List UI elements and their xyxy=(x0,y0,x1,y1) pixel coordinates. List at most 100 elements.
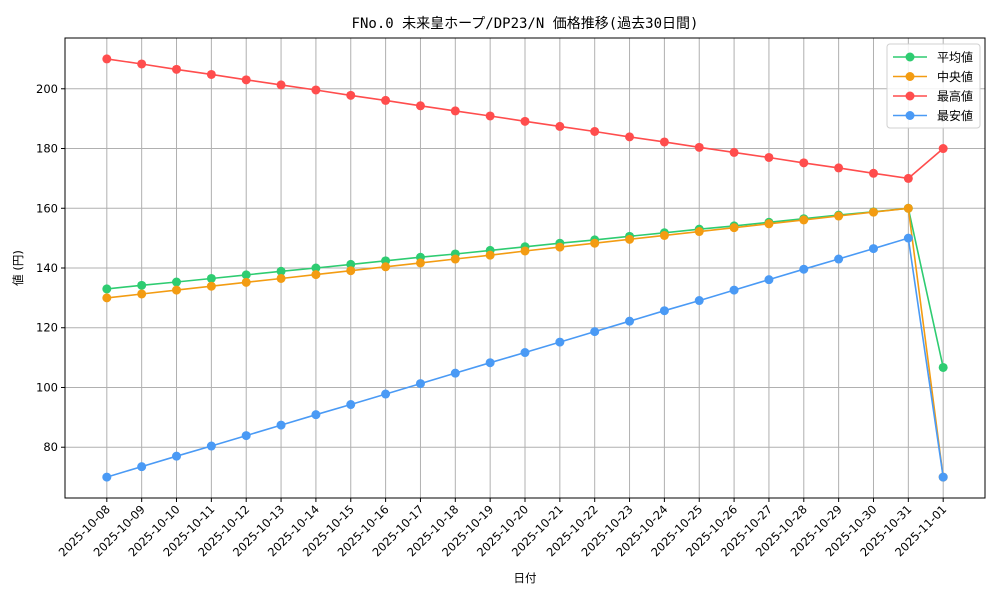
series-2 xyxy=(102,54,948,183)
data-point-marker xyxy=(485,111,495,121)
y-tick-label: 80 xyxy=(43,440,58,454)
data-point-marker xyxy=(520,246,530,256)
data-point-marker xyxy=(381,95,391,105)
data-point-marker xyxy=(276,273,286,283)
data-point-marker xyxy=(311,410,321,420)
data-point-marker xyxy=(241,270,251,280)
y-axis-ticks: 80 100 120 140 160 180 200 xyxy=(36,82,65,454)
data-point-marker xyxy=(102,284,112,294)
data-point-marker xyxy=(415,258,425,268)
data-point-marker xyxy=(659,137,669,147)
data-point-marker xyxy=(729,285,739,295)
data-point-marker xyxy=(764,219,774,229)
legend-marker xyxy=(905,91,915,101)
data-point-marker xyxy=(485,358,495,368)
data-point-marker xyxy=(903,173,913,183)
data-point-marker xyxy=(102,472,112,482)
legend-item: 最安値 xyxy=(893,108,973,123)
data-point-marker xyxy=(485,250,495,260)
series-1 xyxy=(102,203,948,482)
data-point-marker xyxy=(346,259,356,269)
data-point-marker xyxy=(102,293,112,303)
data-point-marker xyxy=(172,277,182,287)
data-point-marker xyxy=(729,223,739,233)
data-point-marker xyxy=(938,144,948,154)
data-point-marker xyxy=(137,289,147,299)
legend-marker xyxy=(905,111,915,120)
data-point-marker xyxy=(590,327,600,337)
data-point-marker xyxy=(381,389,391,399)
y-tick-label: 160 xyxy=(36,201,58,215)
y-tick-label: 120 xyxy=(36,321,58,335)
data-point-marker xyxy=(137,280,147,290)
data-point-marker xyxy=(555,337,565,347)
legend-box xyxy=(886,43,981,129)
data-point-marker xyxy=(729,147,739,157)
data-point-marker xyxy=(520,116,530,126)
data-point-marker xyxy=(799,158,809,168)
data-point-marker xyxy=(764,152,774,162)
data-point-marker xyxy=(241,277,251,287)
data-point-marker xyxy=(206,441,216,451)
data-point-marker xyxy=(938,472,948,482)
data-point-marker xyxy=(903,203,913,213)
data-point-marker xyxy=(450,368,460,378)
data-point-marker xyxy=(346,400,356,410)
data-point-marker xyxy=(555,242,565,252)
legend-item: 最高値 xyxy=(893,89,973,104)
data-point-marker xyxy=(625,234,635,244)
data-point-marker xyxy=(172,64,182,74)
data-point-marker xyxy=(311,270,321,280)
legend-item: 平均値 xyxy=(893,50,973,65)
y-tick-label: 200 xyxy=(36,82,58,96)
data-point-marker xyxy=(450,106,460,116)
y-tick-label: 140 xyxy=(36,261,58,275)
legend-marker xyxy=(905,72,915,81)
data-point-marker xyxy=(137,462,147,472)
y-tick-label: 100 xyxy=(36,380,58,394)
data-point-marker xyxy=(625,316,635,326)
data-point-marker xyxy=(799,264,809,274)
data-point-marker xyxy=(137,59,147,69)
data-point-marker xyxy=(206,273,216,283)
data-point-marker xyxy=(659,306,669,316)
data-point-marker xyxy=(938,362,948,372)
legend-label: 中央値 xyxy=(937,69,973,84)
data-point-marker xyxy=(799,215,809,225)
data-point-marker xyxy=(311,85,321,95)
data-point-marker xyxy=(381,262,391,272)
data-point-marker xyxy=(694,142,704,152)
data-series xyxy=(102,54,948,482)
data-point-marker xyxy=(172,451,182,461)
data-point-marker xyxy=(241,431,251,441)
legend-label: 最安値 xyxy=(937,108,973,123)
legend-marker xyxy=(905,52,915,62)
data-point-marker xyxy=(555,121,565,131)
x-axis-label: 日付 xyxy=(514,571,537,585)
data-point-marker xyxy=(694,296,704,306)
legend-label: 最高値 xyxy=(937,89,973,104)
data-point-marker xyxy=(102,54,112,64)
data-point-marker xyxy=(590,126,600,136)
data-point-marker xyxy=(834,211,844,221)
data-point-marker xyxy=(590,238,600,248)
data-point-marker xyxy=(206,281,216,291)
data-point-marker xyxy=(520,348,530,358)
data-point-marker xyxy=(311,263,321,273)
data-point-marker xyxy=(172,285,182,295)
data-point-marker xyxy=(415,101,425,111)
data-point-marker xyxy=(764,275,774,285)
y-tick-label: 180 xyxy=(36,142,58,156)
data-point-marker xyxy=(834,254,844,264)
data-point-marker xyxy=(868,244,878,254)
data-point-marker xyxy=(659,230,669,240)
chart-title: FNo.0 未来皇ホープ/DP23/N 価格推移(過去30日間) xyxy=(352,16,699,32)
data-point-marker xyxy=(903,233,913,243)
data-point-marker xyxy=(625,132,635,142)
y-axis-label: 値 (円) xyxy=(11,250,25,286)
legend-label: 平均値 xyxy=(937,50,973,65)
data-point-marker xyxy=(450,254,460,264)
data-point-marker xyxy=(868,207,878,217)
